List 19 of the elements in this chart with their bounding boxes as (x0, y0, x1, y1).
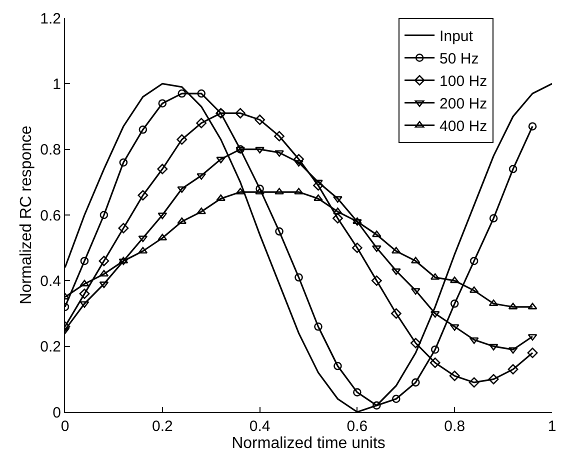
x-tick-label: 0.6 (346, 418, 368, 435)
legend-label: 400 Hz (440, 118, 488, 136)
legend-label: 50 Hz (440, 50, 479, 68)
legend-label: 100 Hz (440, 73, 488, 90)
y-tick-label: 0.6 (40, 207, 61, 224)
y-tick-label: 0.2 (40, 338, 61, 356)
y-axis-title: Normalized RC responce (18, 126, 36, 304)
x-tick-label: 0.4 (249, 418, 270, 435)
x-tick-label: 0.2 (152, 418, 173, 435)
legend-label: Input (440, 28, 474, 46)
y-tick-label: 0 (52, 404, 61, 422)
y-tick-label: 0.8 (40, 142, 61, 159)
y-tick-label: 1 (52, 76, 61, 93)
y-tick-label: 1.2 (40, 10, 61, 28)
y-tick-label: 0.4 (40, 272, 61, 290)
x-tick-label: 0.8 (444, 418, 466, 435)
x-axis-title: Normalized time units (232, 435, 386, 452)
x-tick-label: 1 (548, 418, 556, 435)
legend-label: 200 Hz (440, 96, 488, 113)
